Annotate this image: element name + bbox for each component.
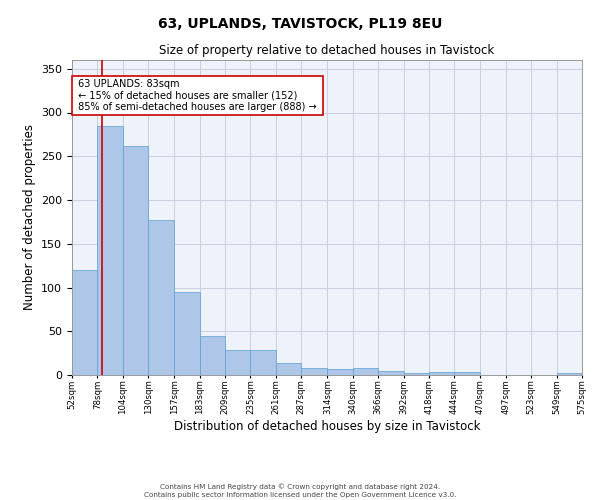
- Title: Size of property relative to detached houses in Tavistock: Size of property relative to detached ho…: [160, 44, 494, 58]
- Bar: [276, 363, 301, 375]
- Bar: [175, 292, 200, 375]
- Bar: [557, 373, 582, 375]
- Bar: [148, 220, 175, 375]
- Text: Contains HM Land Registry data © Crown copyright and database right 2024.
Contai: Contains HM Land Registry data © Crown c…: [144, 484, 456, 498]
- Bar: [378, 370, 404, 375]
- Text: 63 UPLANDS: 83sqm
 ← 15% of detached houses are smaller (152)
 85% of semi-detac: 63 UPLANDS: 83sqm ← 15% of detached hous…: [75, 79, 320, 112]
- Bar: [429, 372, 454, 375]
- Y-axis label: Number of detached properties: Number of detached properties: [23, 124, 35, 310]
- Bar: [123, 146, 148, 375]
- Bar: [404, 373, 429, 375]
- Bar: [353, 368, 378, 375]
- Bar: [328, 369, 353, 375]
- Bar: [225, 350, 250, 375]
- Bar: [97, 126, 123, 375]
- Bar: [200, 336, 225, 375]
- Bar: [250, 350, 276, 375]
- Bar: [454, 372, 479, 375]
- Text: 63, UPLANDS, TAVISTOCK, PL19 8EU: 63, UPLANDS, TAVISTOCK, PL19 8EU: [158, 18, 442, 32]
- X-axis label: Distribution of detached houses by size in Tavistock: Distribution of detached houses by size …: [174, 420, 480, 432]
- Bar: [72, 270, 97, 375]
- Bar: [301, 368, 328, 375]
